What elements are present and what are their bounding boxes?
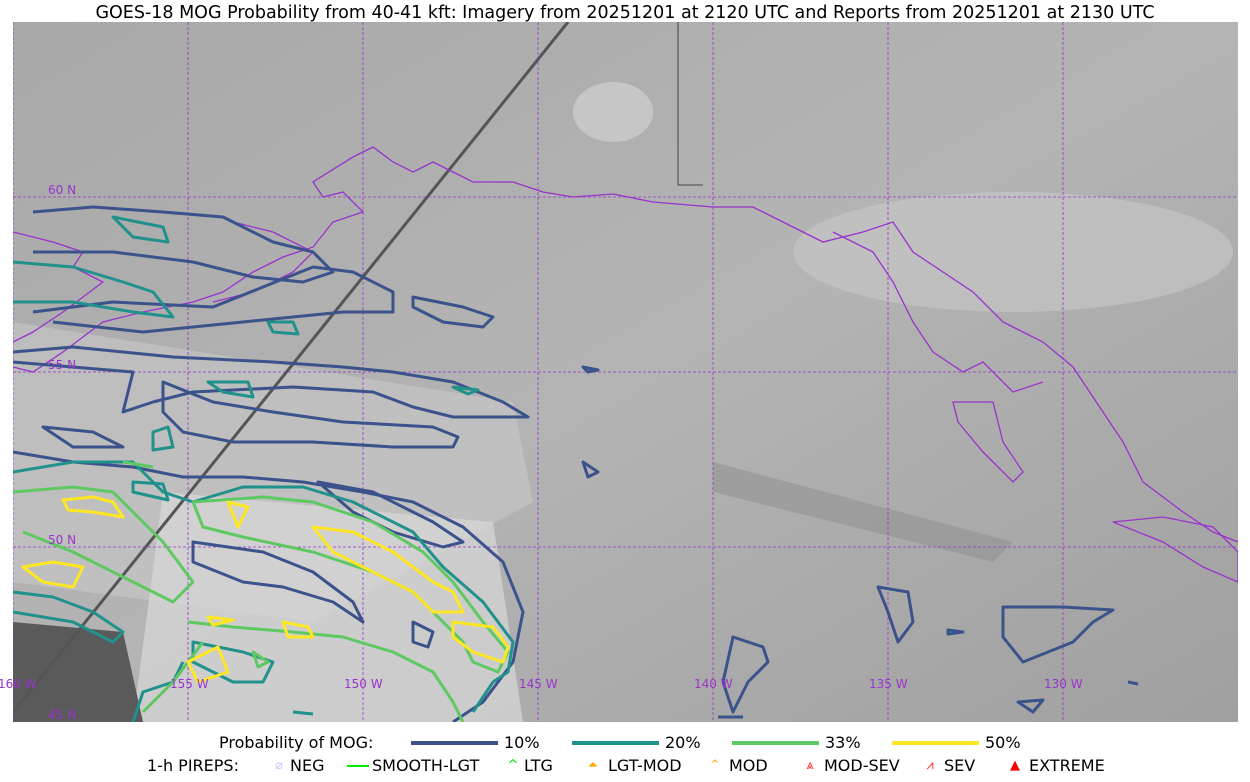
mod-sev-icon: ⩓ [806, 758, 814, 773]
legend-label-20pct: 20% [665, 733, 701, 752]
pirep-lgt-mod: ⏶ LGT-MOD [580, 756, 682, 775]
legend-label-33pct: 33% [825, 733, 861, 752]
border-line [677, 22, 703, 186]
pirep-neg: ⌀ NEG [270, 756, 324, 775]
swatch-10pct [411, 740, 498, 745]
contour-20pct [13, 215, 515, 722]
neg-icon: ⌀ [275, 758, 283, 773]
lon-label-160w: 160 W [0, 677, 37, 691]
satellite-map [13, 22, 1238, 722]
pirep-smooth-lgt: SMOOTH-LGT [347, 756, 479, 775]
pirep-mod-sev: ⩓ MOD-SEV [798, 756, 899, 775]
lat-label-55n: 55 N [48, 358, 77, 372]
swatch-50pct [892, 740, 979, 745]
lat-label-50n: 50 N [48, 533, 77, 547]
pirep-sev: ⩘ SEV [918, 756, 975, 775]
legend-item-20pct: 20% [572, 733, 701, 752]
mog-contours [13, 205, 1139, 722]
probability-legend: Probability of MOG: 10% 20% 33% 50% [0, 733, 1250, 753]
lon-label-140w: 140 W [694, 677, 733, 691]
pirep-mod: ⌃ MOD [703, 756, 768, 775]
ltg-icon: ^ [507, 758, 519, 773]
pirep-extreme: ▲ EXTREME [1003, 756, 1105, 775]
lat-label-45n: 45 N [48, 708, 77, 722]
mod-icon: ⌃ [709, 758, 721, 773]
contour-50pct [21, 495, 510, 684]
legend-item-50pct: 50% [892, 733, 1021, 752]
pireps-legend: 1-h PIREPS: ⌀ NEG SMOOTH-LGT ^ LTG ⏶ LGT-MO… [0, 756, 1250, 776]
lon-label-145w: 145 W [519, 677, 558, 691]
legend-item-10pct: 10% [411, 733, 540, 752]
map-title: GOES-18 MOG Probability from 40-41 kft: … [95, 3, 1155, 23]
sev-icon: ⩘ [926, 758, 934, 773]
lgt-mod-icon: ⏶ [587, 758, 599, 773]
lon-label-155w: 155 W [170, 677, 209, 691]
legend-item-33pct: 33% [732, 733, 861, 752]
dark-region [13, 622, 143, 722]
pireps-legend-label: 1-h PIREPS: [147, 756, 239, 775]
lat-label-60n: 60 N [48, 183, 77, 197]
lon-label-150w: 150 W [344, 677, 383, 691]
pirep-ltg: ^ LTG [504, 756, 553, 775]
lon-label-135w: 135 W [869, 677, 908, 691]
probability-legend-label: Probability of MOG: [219, 733, 374, 752]
legend-label-50pct: 50% [985, 733, 1021, 752]
contour-33pct [13, 460, 510, 722]
legend-label-10pct: 10% [504, 733, 540, 752]
smooth-lgt-icon [347, 764, 369, 767]
extreme-icon: ▲ [1010, 758, 1020, 773]
lon-label-130w: 130 W [1044, 677, 1083, 691]
scan-boundary [13, 22, 570, 713]
swatch-33pct [732, 740, 819, 745]
swatch-20pct [572, 740, 659, 745]
